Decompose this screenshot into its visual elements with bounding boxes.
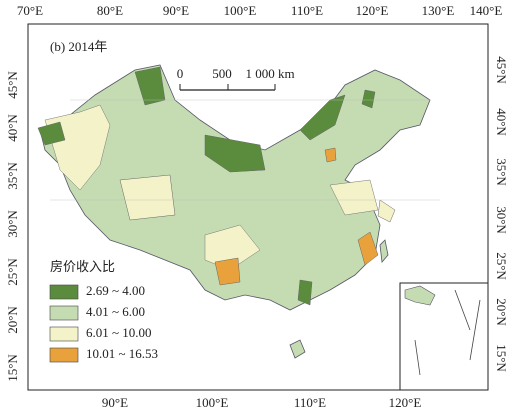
- scale-bar: 0 500 1 000 km: [177, 66, 295, 91]
- scale-label: 1 000 km: [245, 66, 294, 81]
- inset-coast: [404, 285, 436, 306]
- right-axis-label: 35°N: [494, 158, 509, 186]
- right-axis-label: 15°N: [494, 344, 509, 372]
- legend-label: 2.69 ~ 4.00: [86, 283, 145, 298]
- top-axis-label: 140°E: [470, 3, 503, 18]
- right-axis-label: 40°N: [494, 108, 509, 136]
- map-unit: [37, 121, 66, 146]
- bottom-axis-label: 90°E: [102, 395, 128, 410]
- top-axis-label: 70°E: [17, 3, 43, 18]
- map-unit: [377, 199, 396, 223]
- bottom-axis-label: 100°E: [196, 395, 229, 410]
- top-axis-label: 100°E: [224, 3, 257, 18]
- legend-swatch: [49, 284, 79, 300]
- scale-label: 500: [212, 66, 232, 81]
- legend: 2.69 ~ 4.00 4.01 ~ 6.00 6.01 ~ 10.00 10.01 …: [49, 283, 158, 363]
- legend-swatch: [49, 347, 79, 363]
- top-axis-label: 120°E: [356, 3, 389, 18]
- map-unit: [361, 89, 376, 109]
- top-axis-label: 80°E: [97, 3, 123, 18]
- left-axis-label: 20°N: [5, 306, 20, 334]
- left-axis-label: 45°N: [5, 71, 20, 99]
- bottom-axis-label: 110°E: [294, 395, 326, 410]
- map-area: [37, 64, 440, 359]
- hainan: [289, 339, 306, 359]
- legend-label: 10.01 ~ 16.53: [86, 346, 158, 361]
- map-unit: [299, 94, 346, 141]
- right-axis-label: 45°N: [494, 56, 509, 84]
- left-axis-label: 30°N: [5, 210, 20, 238]
- left-axis-label: 40°N: [5, 114, 20, 142]
- map-units: [37, 66, 396, 306]
- legend-label: 4.01 ~ 6.00: [86, 304, 145, 319]
- taiwan: [379, 239, 389, 263]
- legend-swatch: [49, 326, 79, 342]
- bottom-axis-label: 120°E: [389, 395, 422, 410]
- map-unit: [119, 174, 176, 221]
- right-axis-label: 30°N: [494, 206, 509, 234]
- left-axis-label: 35°N: [5, 162, 20, 190]
- right-axis-label: 20°N: [494, 298, 509, 326]
- legend-swatch: [49, 305, 79, 321]
- right-axis-label: 25°N: [494, 252, 509, 280]
- map-unit: [204, 134, 266, 173]
- region: [204, 224, 261, 271]
- map-unit: [324, 147, 337, 163]
- left-axis-label: 25°N: [5, 258, 20, 286]
- inset-boundary: [414, 289, 481, 376]
- panel-label: (b) 2014年: [50, 39, 107, 54]
- region: [329, 179, 379, 216]
- legend-title: 房价收入比: [50, 259, 115, 274]
- map-unit: [357, 231, 379, 266]
- scale-label: 0: [177, 66, 184, 81]
- top-axis-label: 110°E: [291, 3, 323, 18]
- left-axis-label: 15°N: [5, 354, 20, 382]
- top-axis-label: 90°E: [163, 3, 189, 18]
- map-unit: [297, 279, 313, 306]
- map-unit: [214, 257, 241, 286]
- legend-label: 6.01 ~ 10.00: [86, 325, 152, 340]
- top-axis-label: 130°E: [422, 3, 455, 18]
